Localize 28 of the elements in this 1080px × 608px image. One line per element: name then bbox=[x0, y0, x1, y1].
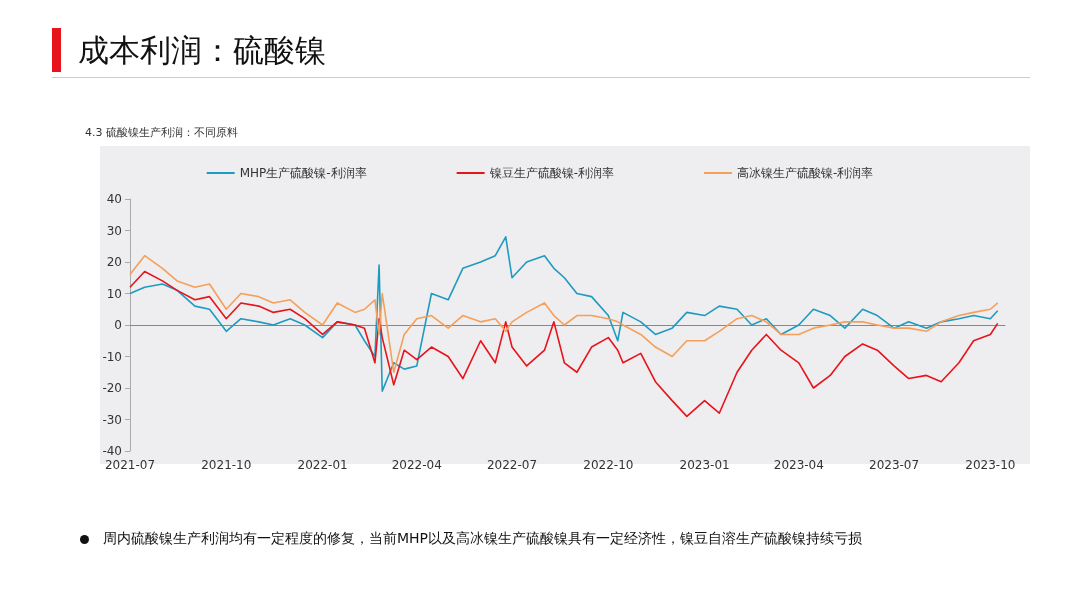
line-series bbox=[129, 270, 999, 418]
x-tick-label: 2023-04 bbox=[773, 458, 824, 472]
y-tick-label: -10 bbox=[102, 349, 122, 364]
x-tick-label: 2021-07 bbox=[104, 458, 156, 472]
y-tick-label: 30 bbox=[106, 223, 122, 238]
x-tick-label: 2022-10 bbox=[583, 458, 634, 472]
legend-label: 镍豆生产硫酸镍-利润率 bbox=[488, 166, 614, 180]
y-tick-label: -30 bbox=[102, 412, 122, 427]
line-series bbox=[129, 236, 999, 392]
y-tick-label: -20 bbox=[102, 381, 122, 395]
y-tick-label: 10 bbox=[106, 286, 122, 301]
chart-title: 成本利润：硫酸镍 bbox=[78, 31, 326, 70]
x-tick-label: 2022-07 bbox=[486, 458, 538, 472]
x-tick-label: 2023-10 bbox=[965, 458, 1016, 472]
x-tick-label: 2022-01 bbox=[297, 458, 348, 472]
x-tick-label: 2021-10 bbox=[201, 458, 252, 472]
y-tick-label: 0 bbox=[114, 318, 122, 332]
x-tick-label: 2023-07 bbox=[868, 458, 920, 472]
y-tick-label: -40 bbox=[102, 444, 122, 458]
x-tick-label: 2022-04 bbox=[391, 458, 442, 472]
y-tick-label: 20 bbox=[106, 255, 122, 269]
chart-subtitle: 4.3 硫酸镍生产利润：不同原料 bbox=[85, 126, 238, 139]
legend-label: 高冰镍生产硫酸镍-利润率 bbox=[736, 166, 874, 180]
text: 周内硫酸镍生产利润均有一定程度的修复，当前MHP以及高冰镍生产硫酸镍具有一定经济性，镍豆自溶生产硫酸镍持续亏损 bbox=[103, 530, 863, 548]
y-tick-label: 40 bbox=[106, 192, 122, 206]
line-series bbox=[129, 254, 999, 374]
legend-label: MHP生产硫酸镍-利润率 bbox=[239, 166, 367, 180]
x-tick-label: 2023-01 bbox=[679, 458, 730, 472]
